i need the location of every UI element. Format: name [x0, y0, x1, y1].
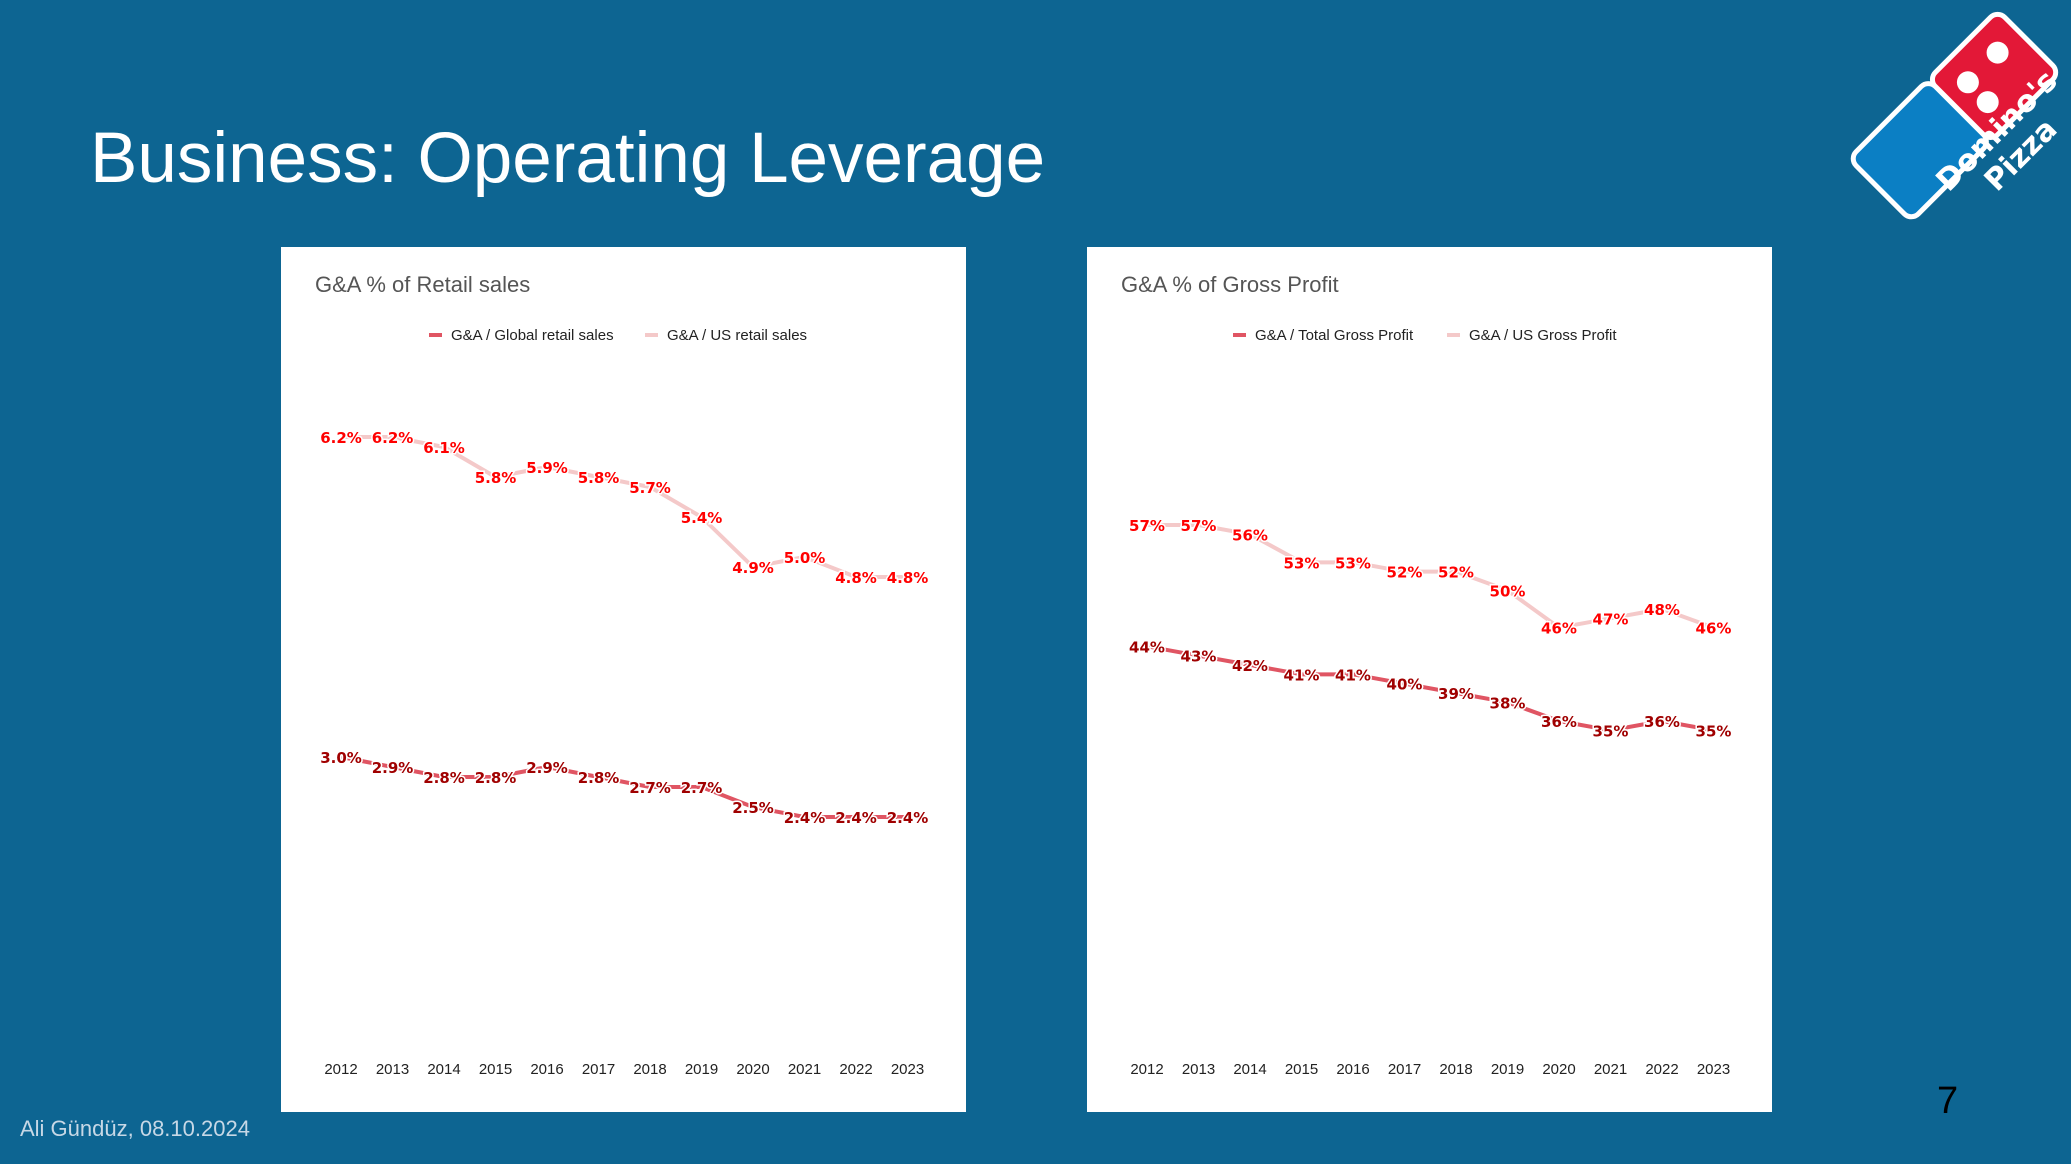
- dominos-logo-icon: Domino's Pizza: [1850, 11, 2065, 220]
- data-label: 42%: [1232, 657, 1268, 675]
- data-label: 5.7%: [629, 479, 671, 497]
- data-label: 6.2%: [320, 429, 362, 447]
- x-tick-label: 2019: [685, 1061, 718, 1078]
- data-label: 43%: [1181, 648, 1217, 666]
- data-label: 57%: [1129, 517, 1165, 535]
- chart-panel-gross-profit: G&A % of Gross Profit G&A / Total Gross P…: [1087, 247, 1772, 1112]
- x-tick-label: 2020: [736, 1061, 769, 1078]
- data-label: 47%: [1593, 610, 1629, 628]
- data-label: 2.5%: [732, 799, 774, 817]
- series-line-1: [341, 435, 908, 579]
- x-tick-label: 2019: [1491, 1061, 1524, 1078]
- x-tick-label: 2014: [1233, 1061, 1266, 1078]
- data-label: 53%: [1284, 554, 1320, 572]
- data-label: 40%: [1387, 676, 1423, 694]
- x-tick-label: 2018: [1439, 1061, 1472, 1078]
- series-line-1: [1147, 523, 1715, 630]
- x-tick-label: 2013: [376, 1061, 409, 1078]
- legend-label: G&A / Total Gross Profit: [1255, 327, 1414, 344]
- data-label: 35%: [1593, 722, 1629, 740]
- data-label: 48%: [1644, 601, 1680, 619]
- data-label: 2.7%: [681, 779, 723, 797]
- data-label: 57%: [1181, 517, 1217, 535]
- data-label: 6.2%: [372, 429, 414, 447]
- data-label: 2.4%: [835, 809, 877, 827]
- data-label: 46%: [1541, 620, 1577, 638]
- data-label: 3.0%: [320, 749, 362, 767]
- data-label: 5.0%: [784, 549, 826, 567]
- data-label: 2.8%: [475, 769, 517, 787]
- footer-author-date: Ali Gündüz, 08.10.2024: [20, 1116, 250, 1141]
- data-label: 36%: [1541, 713, 1577, 731]
- data-label: 2.4%: [887, 809, 929, 827]
- x-tick-label: 2022: [839, 1061, 872, 1078]
- x-tick-label: 2015: [1285, 1061, 1318, 1078]
- series-line-0: [1146, 644, 1714, 733]
- data-label: 36%: [1644, 713, 1680, 731]
- x-tick-label: 2021: [788, 1061, 821, 1078]
- data-label: 2.8%: [423, 769, 465, 787]
- x-tick-label: 2017: [582, 1061, 615, 1078]
- legend-label: G&A / US retail sales: [667, 327, 807, 344]
- data-label: 2.7%: [629, 779, 671, 797]
- legend-label: G&A / Global retail sales: [451, 327, 614, 344]
- data-label: 5.4%: [681, 509, 723, 527]
- chart-retail-sales: G&A % of Retail sales G&A / Global retail…: [315, 272, 930, 1078]
- data-label: 4.8%: [887, 569, 929, 587]
- x-tick-label: 2016: [1336, 1061, 1369, 1078]
- x-tick-label: 2016: [530, 1061, 563, 1078]
- x-tick-label: 2014: [427, 1061, 460, 1078]
- data-label: 46%: [1696, 620, 1732, 638]
- data-label: 6.1%: [423, 439, 465, 457]
- data-label: 5.9%: [526, 459, 568, 477]
- data-label: 2.9%: [372, 759, 414, 777]
- data-label: 2.4%: [784, 809, 826, 827]
- data-label: 2.8%: [578, 769, 620, 787]
- data-label: 5.8%: [578, 469, 620, 487]
- data-label: 53%: [1335, 554, 1371, 572]
- chart-gross-profit: G&A % of Gross Profit G&A / Total Gross P…: [1121, 272, 1733, 1078]
- data-label: 41%: [1335, 666, 1371, 684]
- page-number: 7: [1937, 1080, 1959, 1122]
- x-tick-label: 2022: [1645, 1061, 1678, 1078]
- data-label: 52%: [1387, 564, 1423, 582]
- x-tick-label: 2015: [479, 1061, 512, 1078]
- x-tick-label: 2012: [1130, 1061, 1163, 1078]
- x-tick-label: 2023: [1697, 1061, 1730, 1078]
- data-label: 4.9%: [732, 559, 774, 577]
- x-tick-label: 2017: [1388, 1061, 1421, 1078]
- data-label: 5.8%: [475, 469, 517, 487]
- x-tick-label: 2013: [1182, 1061, 1215, 1078]
- data-label: 4.8%: [835, 569, 877, 587]
- x-tick-label: 2023: [891, 1061, 924, 1078]
- data-label: 44%: [1129, 638, 1165, 656]
- x-tick-label: 2018: [633, 1061, 666, 1078]
- chart-title: G&A % of Gross Profit: [1121, 272, 1339, 297]
- data-label: 50%: [1490, 582, 1526, 600]
- series-line-0: [340, 755, 908, 819]
- chart-legend: G&A / Total Gross Profit G&A / US Gross P…: [1233, 327, 1617, 344]
- slide-title: Business: Operating Leverage: [90, 119, 1046, 198]
- x-tick-label: 2012: [324, 1061, 357, 1078]
- chart-title: G&A % of Retail sales: [315, 272, 530, 297]
- chart-legend: G&A / Global retail sales G&A / US retail…: [429, 327, 807, 344]
- data-label: 35%: [1696, 722, 1732, 740]
- data-label: 56%: [1232, 526, 1268, 544]
- data-label: 38%: [1490, 694, 1526, 712]
- data-label: 39%: [1438, 685, 1474, 703]
- legend-label: G&A / US Gross Profit: [1469, 327, 1617, 344]
- x-tick-label: 2021: [1594, 1061, 1627, 1078]
- x-tick-label: 2020: [1542, 1061, 1575, 1078]
- data-label: 41%: [1284, 666, 1320, 684]
- chart-panel-retail: G&A % of Retail sales G&A / Global retail…: [281, 247, 966, 1112]
- data-label: 2.9%: [526, 759, 568, 777]
- data-label: 52%: [1438, 564, 1474, 582]
